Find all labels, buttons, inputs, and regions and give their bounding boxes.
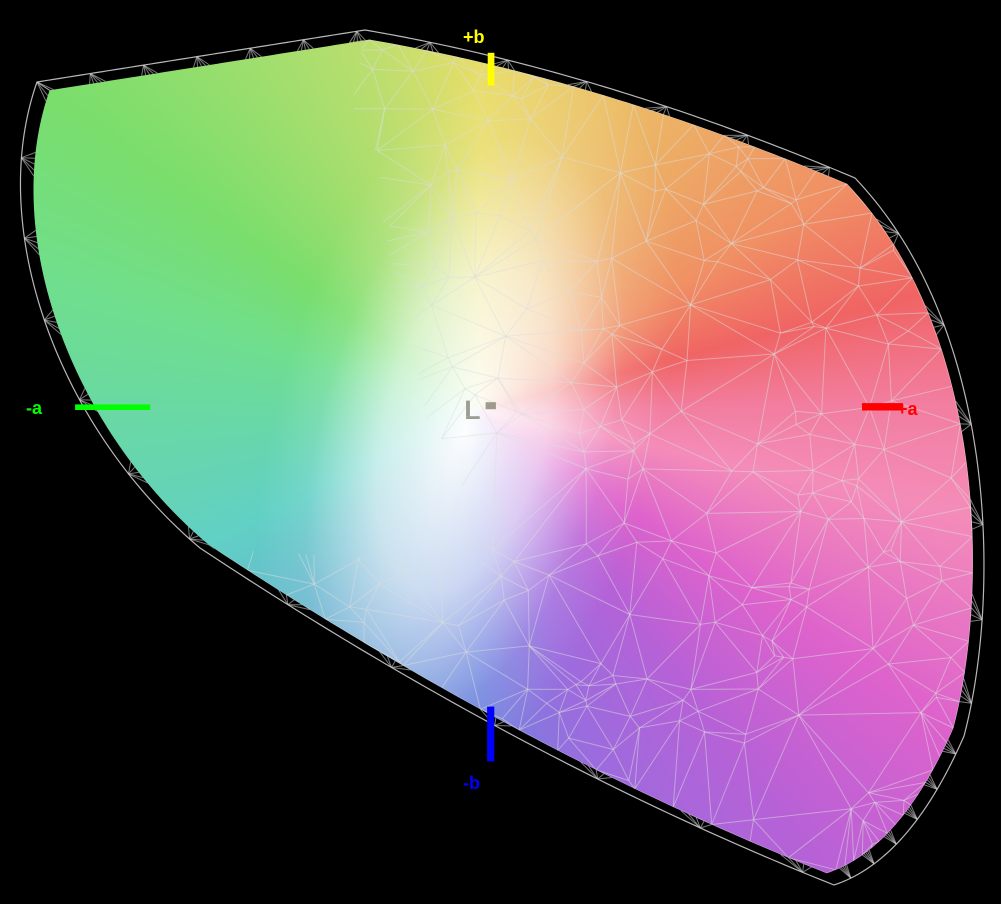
svg-text:-a: -a bbox=[26, 398, 43, 418]
svg-text:+b: +b bbox=[463, 27, 485, 47]
svg-text:+a: +a bbox=[897, 399, 919, 419]
svg-text:-b: -b bbox=[463, 773, 480, 793]
